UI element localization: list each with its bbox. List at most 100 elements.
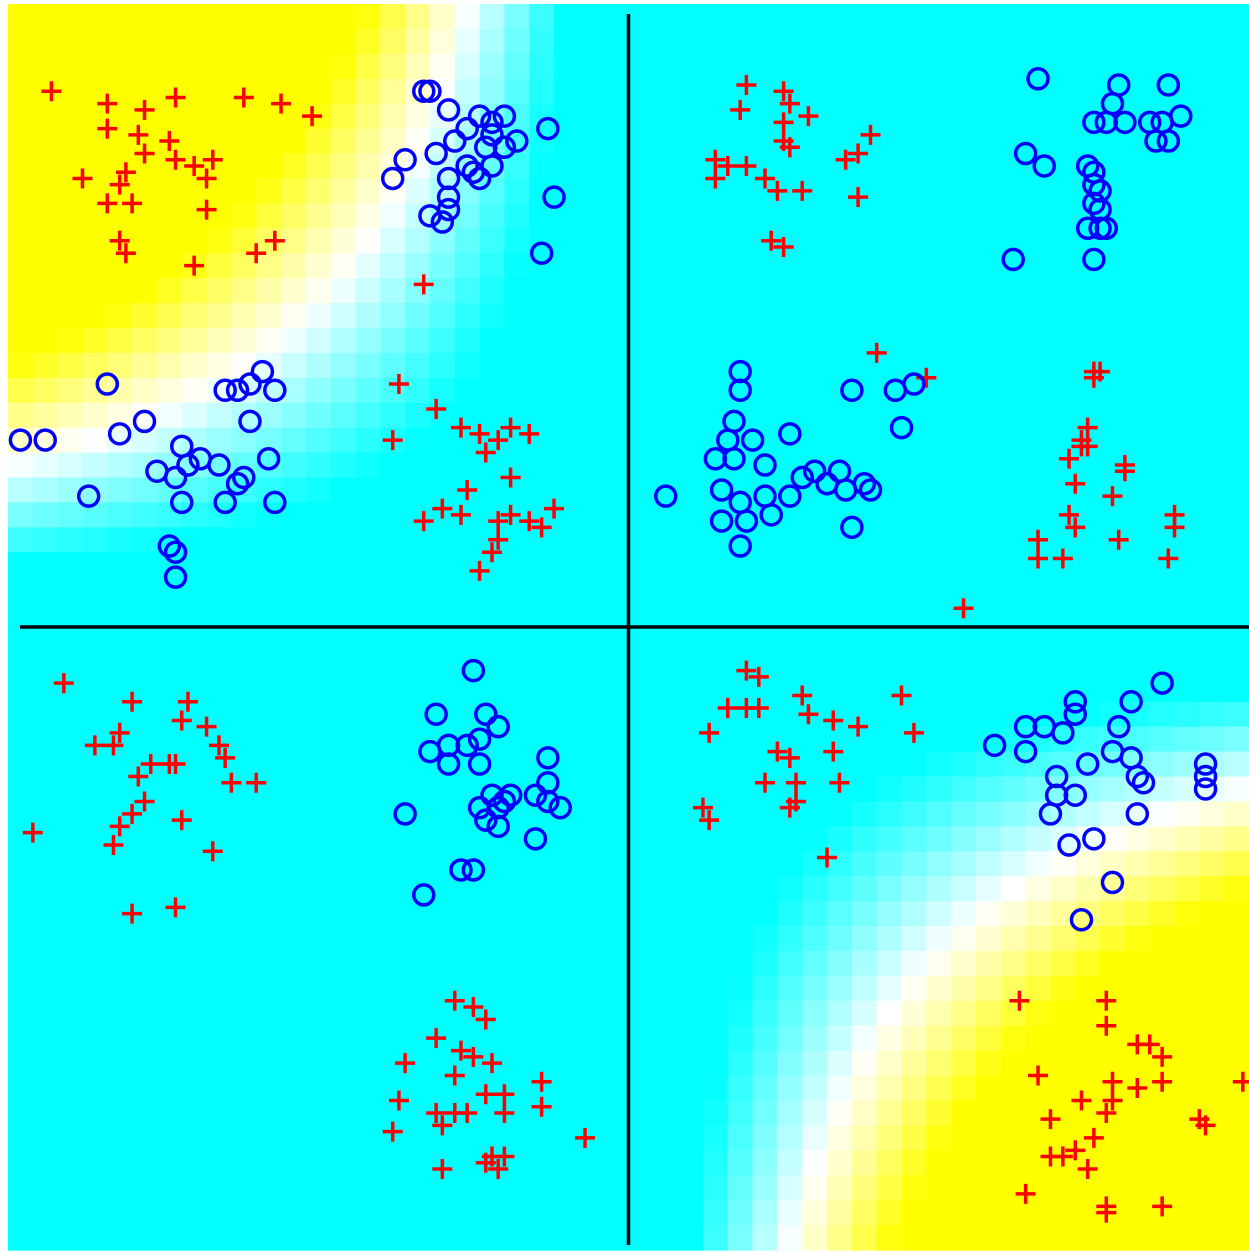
surface-cell [926,28,952,55]
surface-cell [107,751,133,778]
surface-cell [603,153,630,180]
surface-cell [1124,1225,1151,1251]
surface-cell [951,1125,977,1151]
surface-cell [380,477,406,503]
circle-point [728,534,752,558]
surface-cell [281,826,307,852]
surface-cell [82,303,108,329]
surface-cell [554,402,580,429]
surface-cell [1000,776,1027,803]
surface-cell [454,327,481,354]
surface-cell [951,627,977,653]
surface-cell [107,876,133,902]
surface-cell [727,1125,754,1151]
surface-cell [82,901,108,927]
surface-cell [678,751,704,778]
surface-cell [305,1200,332,1226]
surface-cell [330,801,357,827]
surface-cell [181,1075,208,1102]
surface-cell [32,228,59,254]
surface-cell [1075,303,1101,329]
surface-cell [975,776,1002,803]
circle-point [486,714,510,739]
surface-cell [82,602,108,628]
surface-cell [554,851,580,877]
surface-cell [479,627,505,653]
surface-cell [479,1000,505,1027]
surface-cell [57,901,84,927]
surface-cell [504,28,530,55]
surface-cell [777,327,803,354]
cross-point [1127,1078,1148,1099]
surface-cell [1025,901,1052,927]
surface-cell [8,627,34,653]
surface-cell [380,726,406,753]
surface-cell [429,676,456,703]
surface-cell [1124,826,1151,852]
surface-cell [479,477,505,503]
surface-cell [305,327,332,354]
surface-cell [156,4,183,30]
surface-cell [1199,1200,1225,1226]
surface-cell [8,1075,34,1102]
surface-cell [132,975,158,1002]
surface-cell [256,303,282,329]
surface-cell [876,751,903,778]
cross-point [103,735,124,756]
surface-cell [603,1175,630,1201]
surface-cell [1174,1100,1200,1126]
surface-cell [281,701,307,728]
surface-cell [702,1225,729,1251]
surface-cell [156,228,183,254]
surface-cell [1224,876,1249,902]
surface-cell [1025,477,1052,503]
surface-cell [827,327,853,354]
surface-cell [330,676,357,703]
surface-cell [504,4,530,30]
surface-cell [876,228,903,254]
surface-cell [926,178,952,204]
surface-cell [305,78,332,105]
surface-cell [355,303,381,329]
cross-point [792,685,813,706]
surface-cell [256,477,282,503]
surface-cell [975,452,1002,479]
surface-cell [281,926,307,952]
cross-point [202,149,223,170]
surface-cell [429,627,456,653]
surface-cell [57,278,84,304]
surface-cell [727,253,754,279]
surface-cell [752,1100,779,1126]
surface-cell [1224,78,1249,105]
surface-cell [926,4,952,30]
surface-cell [851,1125,878,1151]
surface-cell [603,1000,630,1027]
surface-cell [678,651,704,678]
surface-cell [504,1000,530,1027]
surface-cell [181,851,208,877]
surface-cell [256,950,282,977]
surface-cell [1000,178,1027,204]
surface-cell [975,1050,1002,1077]
surface-cell [32,203,59,229]
surface-cell [702,701,729,728]
surface-cell [1124,1000,1151,1027]
surface-cell [578,402,605,429]
circle-point [1082,110,1106,135]
surface-cell [1025,452,1052,479]
surface-cell [1124,1175,1151,1201]
surface-cell [231,975,257,1002]
surface-cell [975,701,1002,728]
surface-cell [975,1150,1002,1176]
surface-cell [702,103,729,130]
surface-cell [1075,1225,1101,1251]
surface-cell [82,1125,108,1151]
surface-cell [82,402,108,429]
surface-cell [256,1075,282,1102]
surface-cell [1100,427,1126,454]
surface-cell [32,851,59,877]
surface-cell [802,78,828,105]
surface-cell [653,228,679,254]
surface-cell [1025,676,1052,703]
surface-cell [1100,402,1126,429]
